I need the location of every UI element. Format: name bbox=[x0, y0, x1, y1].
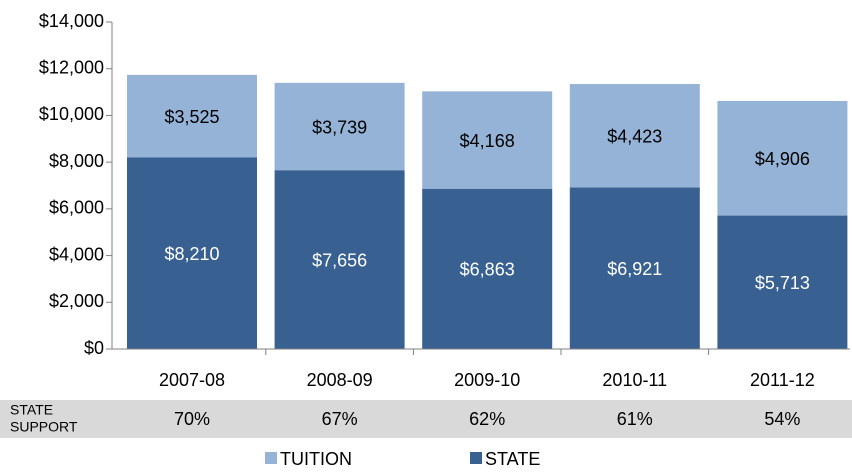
bar-segment bbox=[422, 188, 553, 349]
bar-segment bbox=[717, 215, 848, 349]
y-tick-label: $12,000 bbox=[39, 57, 104, 77]
data-label: $4,906 bbox=[755, 149, 810, 169]
y-tick-label: $4,000 bbox=[49, 244, 104, 264]
y-tick-label: $8,000 bbox=[49, 151, 104, 171]
legend-label: TUITION bbox=[280, 449, 352, 469]
x-tick-label: 2011-12 bbox=[750, 370, 815, 390]
y-tick-label: $0 bbox=[84, 338, 104, 358]
bar-segment bbox=[127, 157, 257, 349]
legend-swatch bbox=[470, 452, 482, 464]
data-label: $6,921 bbox=[607, 259, 662, 279]
y-tick-label: $10,000 bbox=[39, 104, 104, 124]
y-tick-label: $14,000 bbox=[39, 11, 104, 31]
support-label: STATE bbox=[10, 402, 53, 418]
data-label: $4,423 bbox=[607, 126, 662, 146]
data-label: $3,525 bbox=[164, 107, 219, 127]
bar-segment bbox=[274, 82, 405, 171]
support-value: 54% bbox=[764, 409, 800, 429]
x-tick-label: 2007-08 bbox=[159, 370, 225, 390]
y-tick-label: $6,000 bbox=[49, 198, 104, 218]
support-label: SUPPORT bbox=[10, 419, 78, 435]
support-value: 61% bbox=[617, 409, 653, 429]
data-label: $4,168 bbox=[460, 131, 515, 151]
bar-segment bbox=[569, 84, 700, 188]
support-value: 70% bbox=[174, 409, 210, 429]
support-value: 62% bbox=[469, 409, 505, 429]
bar-segment bbox=[717, 100, 848, 216]
x-tick-label: 2008-09 bbox=[307, 370, 373, 390]
x-tick-label: 2010-11 bbox=[602, 370, 667, 390]
bar-segment bbox=[422, 91, 553, 189]
data-label: $8,210 bbox=[164, 244, 219, 264]
bar-segment bbox=[127, 74, 257, 158]
data-label: $6,863 bbox=[460, 260, 515, 280]
data-label: $3,739 bbox=[312, 117, 367, 137]
support-value: 67% bbox=[322, 409, 358, 429]
data-label: $5,713 bbox=[755, 273, 810, 293]
bar-segment bbox=[274, 170, 405, 349]
bar-segment bbox=[569, 187, 700, 349]
legend-swatch bbox=[265, 452, 277, 464]
x-tick-label: 2009-10 bbox=[454, 370, 520, 390]
y-tick-label: $2,000 bbox=[49, 291, 104, 311]
data-label: $7,656 bbox=[312, 250, 367, 270]
legend-label: STATE bbox=[485, 449, 540, 469]
support-row-bg bbox=[0, 400, 852, 438]
